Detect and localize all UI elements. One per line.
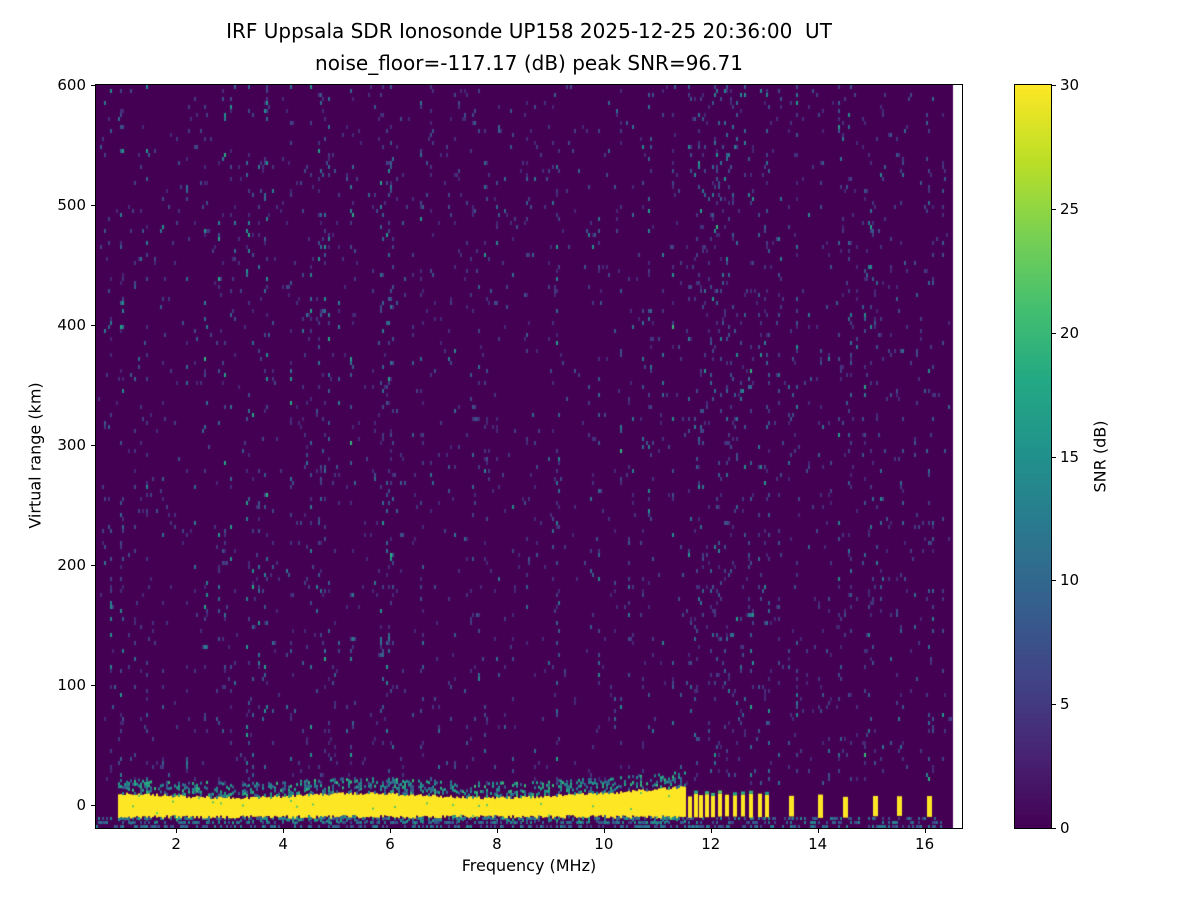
x-tick-label: 12 [701,835,721,853]
colorbar-tick-mark [1052,828,1056,829]
x-tick-mark [817,829,819,833]
plot-area-border [95,84,963,829]
x-tick-label: 14 [808,835,828,853]
x-tick-label: 10 [594,835,614,853]
x-tick-mark [710,829,712,833]
colorbar-tick-mark [1052,580,1056,582]
y-axis-label: Virtual range (km) [25,382,45,529]
x-tick-label: 2 [171,835,181,853]
ionogram-heatmap [96,85,962,828]
colorbar-tick-label: 0 [1060,819,1070,837]
colorbar-gradient [1015,85,1051,828]
colorbar-tick-label: 5 [1060,695,1070,714]
y-tick-label: 500 [57,195,86,214]
x-tick-label: 16 [915,835,935,853]
x-tick-label: 4 [278,835,288,853]
y-tick-label: 0 [76,795,86,814]
y-tick-mark [91,85,95,86]
x-tick-mark [924,829,926,833]
x-tick-mark [603,829,605,833]
x-tick-mark [390,829,391,833]
y-tick-mark [91,204,95,206]
colorbar-tick-label: 20 [1060,323,1080,342]
y-tick-mark [91,444,95,446]
y-tick-label: 300 [57,435,86,454]
colorbar-tick-mark [1052,704,1056,706]
x-tick-label: 6 [385,835,395,853]
colorbar-tick-mark [1052,85,1056,86]
colorbar-tick-label: 15 [1060,447,1080,466]
chart-subtitle: noise_floor=-117.17 (dB) peak SNR=96.71 [315,51,743,75]
x-tick-label: 8 [492,835,502,853]
y-tick-label: 400 [57,315,86,334]
y-tick-label: 200 [57,555,86,574]
colorbar-tick-label: 30 [1060,76,1080,94]
colorbar-tick-label: 25 [1060,199,1080,218]
y-tick-mark [91,684,95,686]
x-tick-mark [496,829,498,833]
y-tick-label: 600 [57,76,86,94]
colorbar-tick-mark [1052,208,1056,210]
y-tick-mark [91,804,95,806]
chart-title: IRF Uppsala SDR Ionosonde UP158 2025-12-… [226,19,832,43]
x-axis-label: Frequency (MHz) [461,856,597,875]
x-tick-mark [176,829,178,833]
colorbar-label: SNR (dB) [1090,420,1110,493]
y-tick-label: 100 [57,675,86,694]
colorbar [1014,84,1052,829]
colorbar-tick-mark [1052,456,1056,458]
y-tick-mark [91,324,95,326]
colorbar-tick-label: 10 [1060,571,1080,590]
y-tick-mark [91,564,95,566]
x-tick-mark [283,829,285,833]
colorbar-tick-mark [1052,332,1056,334]
